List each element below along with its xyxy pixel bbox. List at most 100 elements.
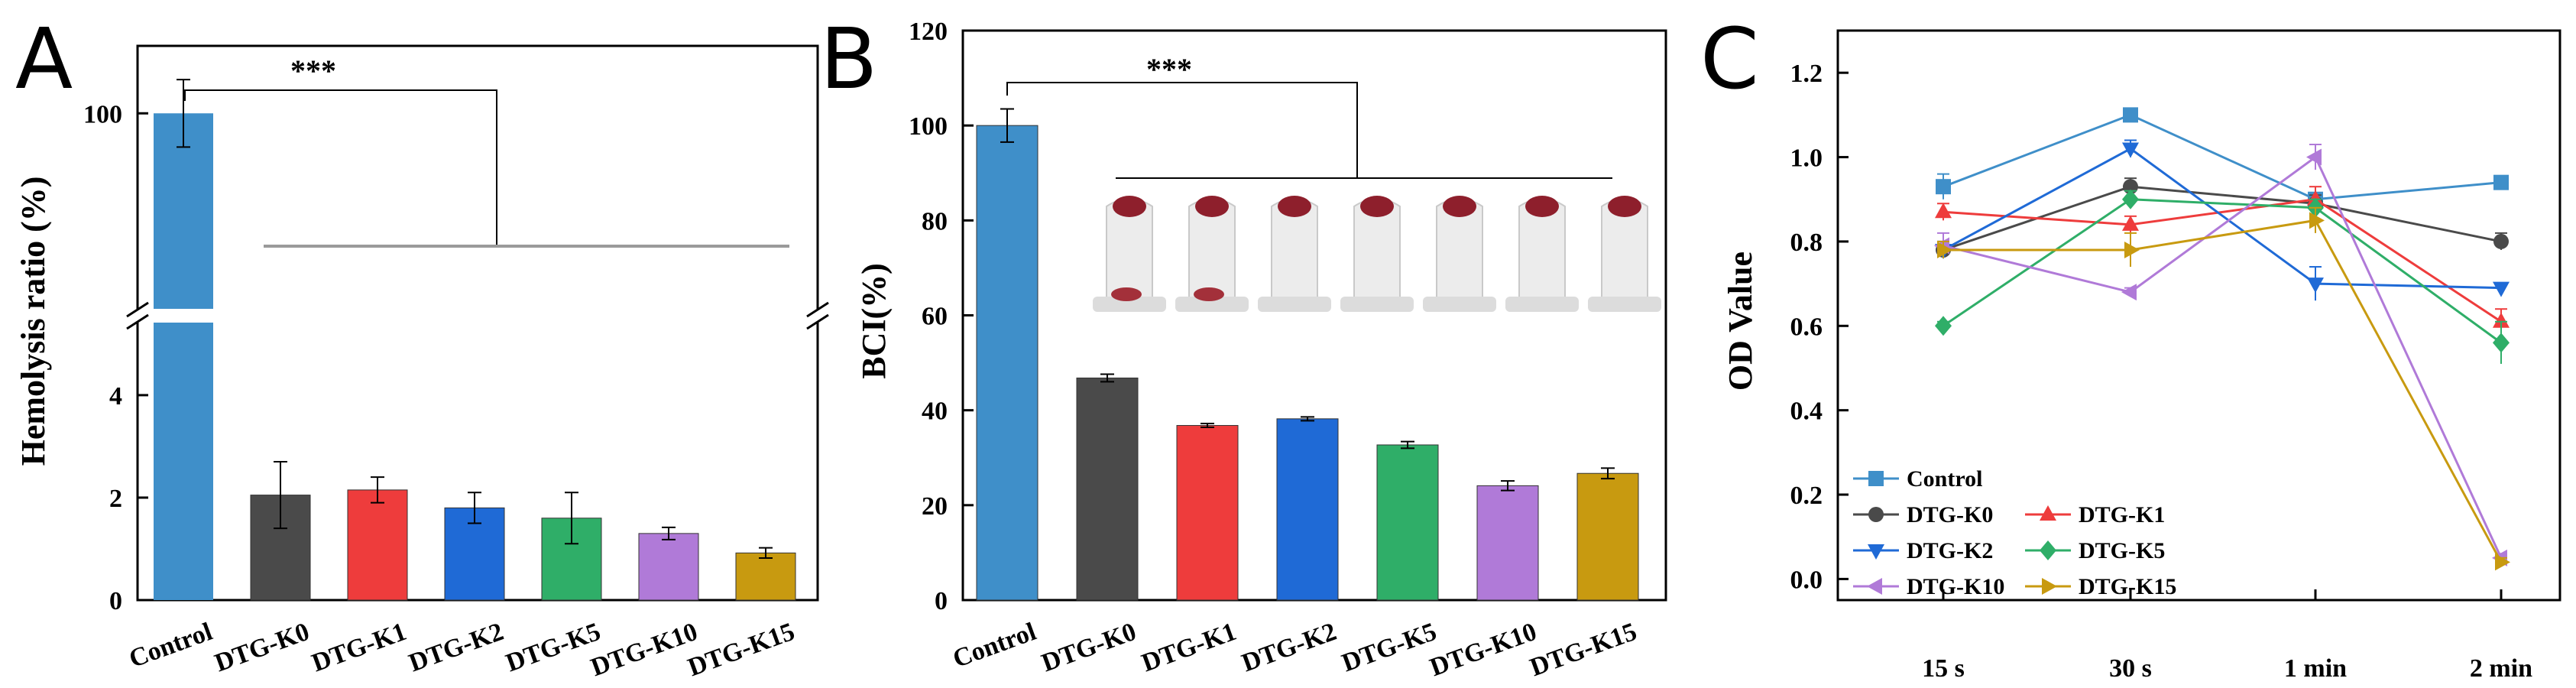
panel-a-significance-bracket: ***: [184, 54, 789, 248]
category-label-dtg-k5: DTG-K5: [502, 618, 604, 678]
data-point-dtg-k10-2: [2306, 148, 2322, 166]
bar-dtg-k10: [1476, 485, 1539, 601]
tube-clot-2: [1195, 196, 1229, 217]
y-tick-label-80: 80: [922, 207, 948, 235]
category-label-dtg-k15: DTG-K15: [1526, 618, 1640, 683]
tube-base-2: [1175, 297, 1249, 312]
y-tick-label-4: 4: [109, 382, 122, 411]
tube-clot-7: [1608, 196, 1641, 217]
tube-residue-2: [1194, 287, 1224, 301]
category-label-dtg-k2: DTG-K2: [405, 618, 507, 678]
data-point-dtg-k2-2: [2307, 277, 2324, 294]
x-tick-label-1-min: 1 min: [2284, 654, 2347, 683]
tube-base-1: [1093, 297, 1166, 312]
legend-label-dtg-k1: DTG-K1: [2079, 502, 2165, 527]
axis-break-mark-left-top: [126, 301, 149, 318]
bar-dtg-k10: [638, 533, 699, 601]
data-point-dtg-k15-3: [2495, 553, 2510, 571]
legend-label-dtg-k0: DTG-K0: [1907, 502, 1993, 527]
panel-b-y-axis: 0 20 40 60 80 100 120: [909, 18, 974, 615]
panel-b-label: B: [820, 10, 877, 108]
tube-clot-3: [1278, 196, 1311, 217]
category-label-dtg-k10: DTG-K10: [587, 618, 701, 683]
data-point-dtg-k2-1: [2122, 142, 2139, 158]
tube-base-7: [1588, 297, 1661, 312]
data-point-dtg-k10-1: [2121, 284, 2137, 301]
tube-base-5: [1423, 297, 1496, 312]
series-line-dtg-k10: [1943, 155, 2503, 559]
tube-clot-6: [1525, 196, 1559, 217]
axis-break-mark-right-top: [806, 301, 829, 318]
x-tick-label-2-min: 2 min: [2470, 654, 2532, 683]
panel-c-legend: Control DTG-K0 DTG-K1 DTG-K2 DTG-K5 DTG-K10 DT…: [1853, 466, 2176, 599]
significance-stars: ***: [290, 54, 336, 88]
data-point-control-0: [1936, 179, 1951, 195]
panel-c-label: C: [1700, 10, 1759, 108]
tube-residue-1: [1111, 287, 1142, 301]
data-point-dtg-k1-1: [2122, 215, 2139, 231]
bar-dtg-k5: [1376, 444, 1439, 601]
legend-label-dtg-k5: DTG-K5: [2079, 538, 2165, 563]
panel-b-category-labels: ControlDTG-K0DTG-K1DTG-K2DTG-K5DTG-K10DT…: [949, 618, 1641, 683]
tube-base-6: [1505, 297, 1579, 312]
x-tick-label-30-s: 30 s: [2109, 654, 2152, 683]
y-tick-label-2: 2: [109, 485, 122, 513]
series-line-control: [1943, 113, 2502, 201]
data-point-dtg-k15-0: [1937, 241, 1952, 258]
tube-clot-1: [1113, 196, 1146, 217]
y-tick-label-20: 20: [922, 492, 948, 521]
data-point-dtg-k1-3: [2493, 312, 2510, 328]
y-tick-label-0.2: 0.2: [1790, 482, 1823, 510]
blood-clotting-tubes-photo: [1093, 196, 1661, 312]
category-label-dtg-k10: DTG-K10: [1426, 618, 1540, 683]
panel-a-category-labels: ControlDTG-K0DTG-K1DTG-K2DTG-K5DTG-K10DT…: [125, 618, 799, 683]
axis-break-mark-left-bottom: [126, 313, 149, 330]
category-label-control: Control: [949, 618, 1040, 673]
bar-control: [976, 125, 1039, 601]
axis-break-gap: [130, 309, 894, 323]
panel-a-y-axis: 0 2 4 100: [83, 100, 148, 615]
bar-dtg-k0: [1076, 377, 1139, 601]
data-point-control-1: [2123, 107, 2138, 123]
legend-label-dtg-k15: DTG-K15: [2079, 574, 2176, 599]
bar-dtg-k1: [1176, 425, 1239, 601]
data-point-control-3: [2493, 174, 2509, 190]
tube-clot-4: [1360, 196, 1394, 217]
legend-marker-dtg-k15: [2042, 578, 2057, 595]
category-label-dtg-k15: DTG-K15: [684, 618, 798, 683]
series-line-dtg-k1: [1943, 198, 2502, 323]
panel-b-y-axis-title: BCI(%): [855, 263, 893, 379]
series-line-dtg-k15: [1943, 219, 2503, 563]
y-tick-label-40: 40: [922, 398, 948, 426]
tube-base-3: [1258, 297, 1331, 312]
y-tick-label-0.0: 0.0: [1790, 566, 1823, 594]
data-point-dtg-k5-3: [2493, 333, 2510, 353]
y-tick-label-0: 0: [109, 587, 122, 615]
legend-marker-dtg-k10: [1867, 578, 1882, 595]
y-tick-label-0.8: 0.8: [1790, 229, 1823, 257]
panel-c-axes: 0.0 0.2 0.4 0.6 0.8 1.0 1.2 15 s 30 s 1 min 2 min: [1790, 60, 2533, 683]
panel-a-bars: [154, 79, 796, 601]
category-label-dtg-k5: DTG-K5: [1338, 618, 1440, 678]
data-point-dtg-k0-3: [2493, 233, 2509, 249]
significance-stars: ***: [1146, 52, 1192, 86]
series-line-dtg-k5: [1943, 198, 2502, 344]
legend-marker-dtg-k2: [1868, 544, 1884, 560]
panel-c-y-axis-title: OD Value: [1722, 252, 1759, 391]
legend-label-dtg-k10: DTG-K10: [1907, 574, 2004, 599]
series-line-dtg-k2: [1943, 147, 2502, 290]
panel-a-y-axis-title: Hemolysis ratio (%): [15, 177, 52, 466]
tube-base-4: [1340, 297, 1414, 312]
legend-marker-dtg-k1: [2040, 505, 2056, 521]
legend-marker-control: [1868, 471, 1884, 486]
category-label-dtg-k0: DTG-K0: [211, 618, 313, 678]
bar-dtg-k1: [347, 489, 408, 601]
y-tick-label-0.4: 0.4: [1790, 398, 1823, 426]
category-label-dtg-k1: DTG-K1: [1138, 618, 1239, 678]
category-label-control: Control: [125, 618, 216, 673]
tube-clot-5: [1443, 196, 1476, 217]
y-tick-label-60: 60: [922, 303, 948, 331]
y-tick-label-0.6: 0.6: [1790, 313, 1823, 341]
data-point-dtg-k5-0: [1935, 316, 1952, 336]
